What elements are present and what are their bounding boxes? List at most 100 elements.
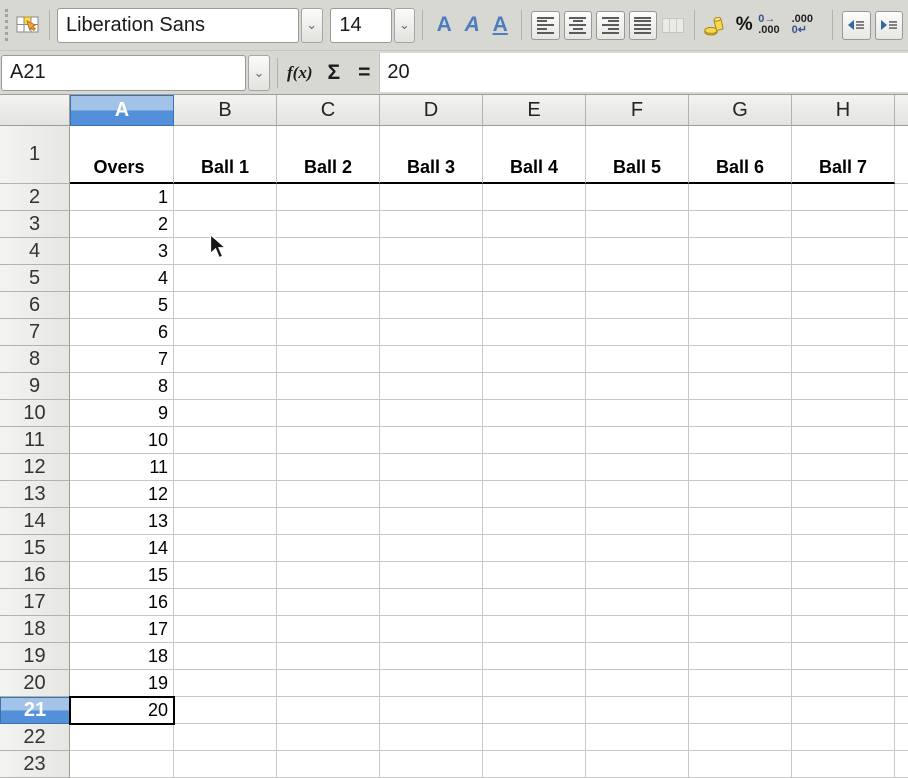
cell-C4[interactable]	[277, 238, 380, 265]
cell-partial-8[interactable]	[895, 346, 908, 373]
cell-E7[interactable]	[483, 319, 586, 346]
cell-H3[interactable]	[792, 211, 895, 238]
cell-B6[interactable]	[174, 292, 277, 319]
cell-G23[interactable]	[689, 751, 792, 778]
bold-icon[interactable]: A	[436, 13, 452, 36]
function-wizard-icon[interactable]: f(x)	[287, 62, 313, 82]
row-header-1[interactable]: 1	[0, 126, 70, 184]
cell-B12[interactable]	[174, 454, 277, 481]
cell-F22[interactable]	[586, 724, 689, 751]
cell-F9[interactable]	[586, 373, 689, 400]
cell-partial-22[interactable]	[895, 724, 908, 751]
cell-A12[interactable]: 11	[70, 454, 174, 481]
cell-B17[interactable]	[174, 589, 277, 616]
cell-C12[interactable]	[277, 454, 380, 481]
font-name-combobox[interactable]: Liberation Sans	[56, 7, 299, 43]
cell-F4[interactable]	[586, 238, 689, 265]
cell-B4[interactable]	[174, 238, 277, 265]
underline-icon[interactable]: A	[492, 13, 508, 36]
cell-A22[interactable]	[70, 724, 174, 751]
cell-H1[interactable]: Ball 7	[792, 126, 895, 184]
cell-E2[interactable]	[483, 184, 586, 211]
row-header-12[interactable]: 12	[0, 454, 70, 481]
cell-E18[interactable]	[483, 616, 586, 643]
cell-F19[interactable]	[586, 643, 689, 670]
cell-partial-21[interactable]	[895, 697, 908, 724]
cell-A10[interactable]: 9	[70, 400, 174, 427]
cell-B22[interactable]	[174, 724, 277, 751]
cell-H2[interactable]	[792, 184, 895, 211]
column-header-partial[interactable]	[895, 95, 908, 126]
font-name-dropdown-icon[interactable]: ⌄	[300, 7, 323, 43]
row-header-13[interactable]: 13	[0, 481, 70, 508]
cell-D22[interactable]	[380, 724, 483, 751]
column-header-G[interactable]: G	[689, 95, 792, 126]
cell-A20[interactable]: 19	[70, 670, 174, 697]
cell-C6[interactable]	[277, 292, 380, 319]
cell-F20[interactable]	[586, 670, 689, 697]
percent-format-icon[interactable]: %	[735, 14, 753, 35]
cell-E3[interactable]	[483, 211, 586, 238]
cell-F1[interactable]: Ball 5	[586, 126, 689, 184]
cell-H7[interactable]	[792, 319, 895, 346]
cell-B10[interactable]	[174, 400, 277, 427]
row-header-20[interactable]: 20	[0, 670, 70, 697]
cell-partial-20[interactable]	[895, 670, 908, 697]
cell-F17[interactable]	[586, 589, 689, 616]
cell-F16[interactable]	[586, 562, 689, 589]
cell-C8[interactable]	[277, 346, 380, 373]
cell-H11[interactable]	[792, 427, 895, 454]
cell-D9[interactable]	[380, 373, 483, 400]
cell-F3[interactable]	[586, 211, 689, 238]
cell-F18[interactable]	[586, 616, 689, 643]
cell-C22[interactable]	[277, 724, 380, 751]
cell-D13[interactable]	[380, 481, 483, 508]
row-header-7[interactable]: 7	[0, 319, 70, 346]
cell-H21[interactable]	[792, 697, 895, 724]
cell-H14[interactable]	[792, 508, 895, 535]
toolbar-drag-handle[interactable]	[5, 9, 9, 41]
cell-B15[interactable]	[174, 535, 277, 562]
cell-G8[interactable]	[689, 346, 792, 373]
cell-A14[interactable]: 13	[70, 508, 174, 535]
cell-F14[interactable]	[586, 508, 689, 535]
cell-F11[interactable]	[586, 427, 689, 454]
cell-reference-box[interactable]: A21	[1, 54, 246, 91]
cell-C18[interactable]	[277, 616, 380, 643]
cell-D16[interactable]	[380, 562, 483, 589]
cell-A21[interactable]: 20	[69, 696, 175, 725]
cell-F6[interactable]	[586, 292, 689, 319]
cell-C5[interactable]	[277, 265, 380, 292]
cell-G18[interactable]	[689, 616, 792, 643]
cell-C17[interactable]	[277, 589, 380, 616]
cell-A6[interactable]: 5	[70, 292, 174, 319]
align-left-button[interactable]	[531, 10, 560, 40]
formula-input-line[interactable]: 20	[379, 53, 908, 92]
column-header-F[interactable]: F	[586, 95, 689, 126]
cell-C21[interactable]	[277, 697, 380, 724]
cell-G20[interactable]	[689, 670, 792, 697]
cell-D18[interactable]	[380, 616, 483, 643]
cell-H17[interactable]	[792, 589, 895, 616]
cell-C3[interactable]	[277, 211, 380, 238]
cell-B19[interactable]	[174, 643, 277, 670]
cell-E6[interactable]	[483, 292, 586, 319]
row-header-6[interactable]: 6	[0, 292, 70, 319]
cell-D19[interactable]	[380, 643, 483, 670]
cell-G17[interactable]	[689, 589, 792, 616]
cell-partial-7[interactable]	[895, 319, 908, 346]
table-format-icon[interactable]	[14, 10, 42, 40]
column-header-C[interactable]: C	[277, 95, 380, 126]
cell-G7[interactable]	[689, 319, 792, 346]
cell-B20[interactable]	[174, 670, 277, 697]
cell-B8[interactable]	[174, 346, 277, 373]
cell-partial-23[interactable]	[895, 751, 908, 778]
cell-G14[interactable]	[689, 508, 792, 535]
cell-A15[interactable]: 14	[70, 535, 174, 562]
cell-C23[interactable]	[277, 751, 380, 778]
cell-H5[interactable]	[792, 265, 895, 292]
name-box-dropdown-icon[interactable]: ⌄	[248, 54, 270, 91]
cell-A11[interactable]: 10	[70, 427, 174, 454]
cell-D15[interactable]	[380, 535, 483, 562]
cell-E19[interactable]	[483, 643, 586, 670]
